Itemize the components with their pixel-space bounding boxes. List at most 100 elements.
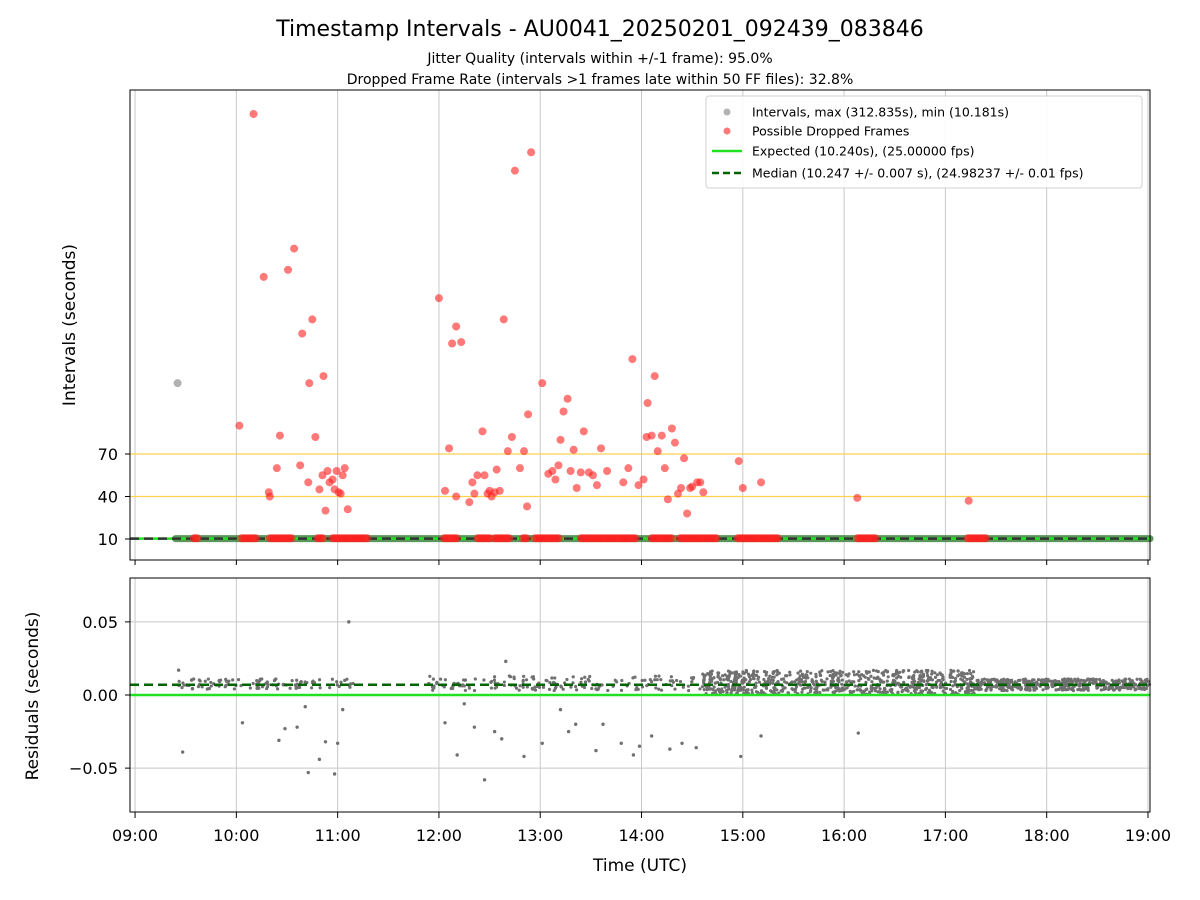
dropped-frame-point	[699, 488, 708, 497]
residual-point	[504, 659, 508, 664]
residual-point	[694, 745, 698, 750]
residual-point	[176, 668, 181, 672]
bottom-y-axis-label: Residuals (seconds)	[23, 612, 43, 781]
residual-point	[837, 678, 841, 683]
residual-point	[948, 687, 953, 692]
x-tick-label: 16:00	[821, 826, 867, 845]
residual-point	[783, 686, 787, 690]
residual-point	[793, 690, 797, 694]
residual-point	[971, 675, 975, 679]
residual-point	[809, 671, 813, 675]
residual-point	[956, 669, 960, 673]
residual-point	[861, 690, 865, 694]
residual-point	[177, 679, 181, 684]
residual-point	[900, 690, 904, 694]
residual-point	[949, 668, 953, 672]
residual-point	[757, 680, 762, 684]
residual-point	[521, 678, 525, 682]
residual-point	[687, 688, 691, 693]
residual-point	[283, 726, 287, 731]
residual-point	[925, 679, 930, 683]
residual-point	[347, 620, 351, 624]
dropped-frame-point	[452, 534, 461, 543]
dropped-frame-point	[272, 464, 281, 473]
residual-point	[800, 690, 804, 694]
x-tick-label: 12:00	[416, 826, 462, 845]
dropped-frame-point	[452, 492, 461, 501]
residual-point	[953, 676, 958, 681]
dropped-frame-point	[647, 431, 656, 440]
dropped-frame-point	[520, 447, 529, 456]
dropped-frame-point	[619, 478, 628, 487]
residual-point	[899, 685, 903, 689]
dropped-frame-point	[287, 534, 296, 543]
residual-point	[801, 674, 805, 679]
residual-point	[648, 678, 652, 682]
residual-point	[583, 680, 588, 684]
residual-point	[522, 754, 526, 759]
residual-point	[265, 687, 269, 691]
dropped-frame-point	[628, 355, 637, 364]
residual-point	[818, 691, 822, 695]
residual-point	[317, 678, 322, 682]
residual-point	[1027, 680, 1032, 684]
residual-point	[290, 679, 294, 683]
residual-point	[594, 687, 598, 691]
residual-point	[295, 678, 299, 682]
residual-point	[493, 686, 497, 690]
residual-point	[796, 671, 800, 675]
residual-point	[803, 686, 807, 690]
residual-point	[855, 672, 859, 676]
residual-point	[941, 676, 945, 680]
residual-point	[482, 678, 486, 682]
residual-point	[838, 669, 842, 673]
residual-point	[828, 673, 832, 678]
residual-point	[698, 687, 702, 691]
dropped-frame-point	[670, 438, 679, 447]
residual-point	[318, 686, 322, 690]
residual-point	[799, 683, 803, 687]
residual-point	[752, 670, 756, 674]
residual-point	[763, 680, 768, 684]
legend-dropped-marker	[723, 127, 731, 135]
bottom-plot-frame	[129, 577, 1151, 813]
residual-point	[1139, 678, 1143, 682]
residual-point	[482, 778, 487, 782]
residual-point	[1092, 680, 1096, 685]
x-tick-label: 15:00	[720, 826, 766, 845]
residual-point	[1083, 680, 1087, 684]
residual-point	[744, 678, 748, 682]
residual-point	[532, 677, 536, 681]
residual-point	[747, 675, 752, 679]
residual-point	[963, 680, 967, 684]
residual-point	[966, 682, 970, 686]
residual-point	[489, 680, 493, 684]
residual-point	[227, 679, 231, 683]
dropped-frame-point	[734, 457, 743, 466]
dropped-frame-point	[363, 534, 372, 543]
residual-point	[1034, 686, 1039, 691]
residual-point	[777, 671, 781, 675]
residual-point	[1023, 677, 1027, 681]
residual-point	[200, 685, 204, 689]
residual-point	[723, 673, 727, 677]
residual-point	[793, 680, 797, 684]
residual-point	[702, 678, 706, 682]
residual-point	[606, 688, 610, 693]
residual-point	[772, 688, 777, 692]
residual-point	[814, 675, 818, 679]
residual-point	[920, 678, 924, 682]
residual-point	[917, 677, 921, 681]
residual-point	[962, 675, 967, 679]
residual-point	[878, 677, 882, 681]
residual-point	[930, 678, 935, 682]
residual-point	[705, 688, 709, 692]
residual-point	[975, 678, 979, 683]
dropped-frame-point	[507, 433, 516, 441]
residual-point	[870, 680, 874, 684]
residual-point	[462, 702, 466, 706]
residual-point	[631, 753, 636, 757]
dropped-frame-point	[465, 498, 474, 507]
residual-point	[1132, 682, 1136, 686]
